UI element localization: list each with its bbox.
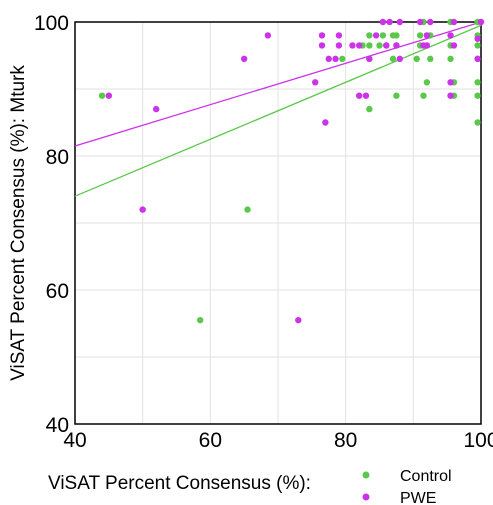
point-pwe	[423, 42, 431, 49]
legend-label-control: Control	[400, 468, 452, 485]
point-pwe	[139, 206, 146, 213]
point-control	[474, 119, 481, 126]
y-tick-label: 60	[46, 280, 69, 303]
point-pwe	[393, 42, 400, 49]
point-pwe	[474, 35, 481, 42]
trendlines	[74, 21, 482, 197]
point-pwe	[105, 92, 113, 99]
point-pwe	[447, 79, 454, 86]
point-control	[376, 42, 383, 49]
point-pwe	[379, 18, 387, 26]
point-pwe	[335, 32, 343, 39]
x-tick-label: 40	[63, 429, 86, 452]
point-control	[420, 92, 427, 99]
point-control	[474, 79, 481, 86]
point-control	[389, 55, 397, 63]
point-pwe	[450, 18, 458, 26]
point-control	[244, 206, 251, 213]
tick-labels: 40 60 80 100 40 60 80 100	[34, 12, 493, 452]
point-control	[393, 32, 400, 39]
plot-frame	[74, 21, 482, 425]
legend-marker-pwe	[362, 493, 370, 501]
point-pwe	[372, 32, 380, 39]
point-control	[427, 55, 434, 63]
y-tick-label: 100	[34, 12, 69, 35]
point-pwe	[396, 18, 403, 26]
point-pwe	[356, 42, 363, 49]
point-pwe	[366, 55, 373, 63]
point-pwe	[295, 316, 302, 324]
y-tick-label: 40	[46, 414, 69, 437]
point-control	[366, 42, 373, 49]
point-pwe	[318, 32, 326, 39]
x-axis-label: ViSAT Percent Consensus (%):	[48, 473, 311, 494]
point-control	[379, 32, 387, 39]
y-tick-label: 80	[46, 146, 69, 169]
point-control	[366, 105, 373, 113]
point-control	[393, 92, 400, 99]
legend: Control PWE	[362, 468, 452, 505]
trendline-control	[74, 24, 482, 197]
point-control	[366, 32, 373, 39]
point-pwe	[423, 32, 431, 39]
point-control	[416, 32, 424, 39]
point-pwe	[362, 92, 370, 99]
point-pwe	[396, 55, 403, 63]
point-pwe	[450, 42, 458, 49]
legend-label-pwe: PWE	[400, 490, 436, 505]
point-pwe	[325, 55, 332, 63]
point-control	[474, 92, 481, 99]
point-pwe	[474, 55, 481, 63]
point-pwe	[356, 92, 363, 99]
grid-lines	[75, 22, 481, 424]
point-pwe	[264, 32, 272, 39]
point-control	[98, 92, 106, 99]
point-control	[196, 316, 204, 324]
point-pwe	[322, 119, 329, 126]
y-axis-label: ViSAT Percent Consensus (%): Mturk	[8, 65, 29, 381]
point-pwe	[335, 42, 343, 49]
point-pwe	[447, 32, 454, 39]
point-pwe	[153, 105, 160, 113]
x-tick-label: 100	[463, 429, 493, 452]
point-pwe	[477, 18, 485, 26]
x-tick-label: 60	[199, 429, 222, 452]
point-pwe	[240, 55, 248, 63]
point-control	[474, 42, 481, 49]
data-points	[98, 18, 485, 324]
point-pwe	[349, 42, 356, 49]
point-pwe	[386, 18, 393, 26]
x-tick-label: 80	[334, 429, 357, 452]
point-control	[423, 79, 431, 86]
point-pwe	[312, 79, 319, 86]
point-control	[447, 55, 454, 63]
point-pwe	[383, 42, 390, 49]
point-control	[339, 55, 346, 63]
point-pwe	[427, 18, 434, 26]
point-pwe	[332, 55, 339, 63]
point-pwe	[318, 42, 326, 49]
point-pwe	[416, 18, 424, 26]
trendline-pwe	[74, 21, 482, 147]
point-pwe	[447, 92, 454, 99]
legend-marker-control	[362, 471, 370, 479]
point-control	[413, 55, 420, 63]
